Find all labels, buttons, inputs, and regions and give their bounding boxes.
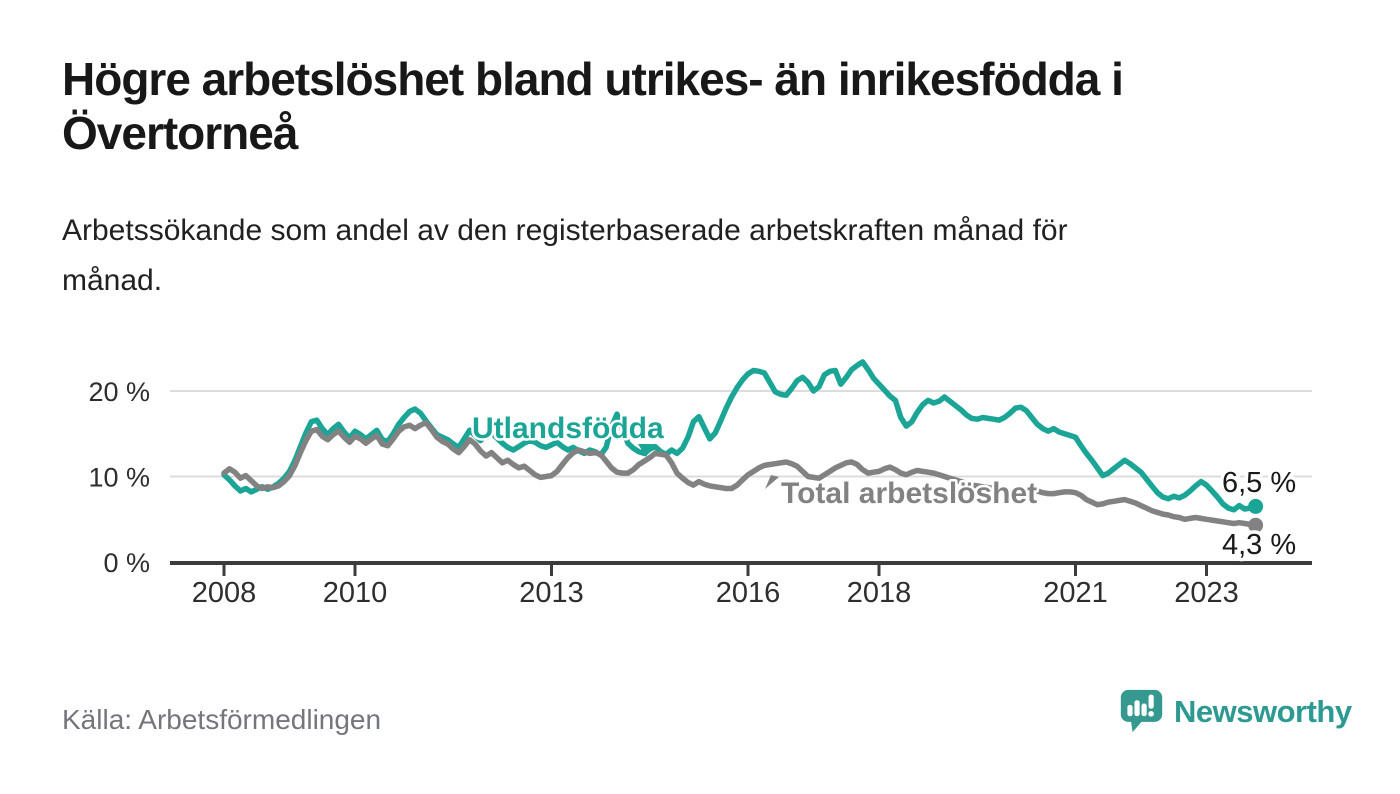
series-label-pointer-total-arbetsloshet	[765, 475, 779, 489]
series-line-total-arbetsloshet	[221, 419, 1259, 528]
x-tick-label-2013: 2013	[519, 577, 584, 609]
series-label-total-arbetsloshet: Total arbetslöshet	[781, 477, 1037, 510]
series-line-utlandsfodda	[221, 359, 1259, 513]
end-value-label-utlandsfodda: 6,5 %	[1222, 467, 1296, 499]
page-title: Högre arbetslöshet bland utrikes- än inr…	[62, 53, 1124, 159]
end-value-label-total-arbetsloshet: 4,3 %	[1222, 529, 1296, 561]
x-tick-label-2010: 2010	[323, 577, 388, 609]
series-label-pointer-utlandsfodda	[638, 444, 654, 457]
x-tick-label-2016: 2016	[716, 577, 781, 609]
y-tick-label-20: 20 %	[88, 377, 150, 407]
y-tick-label-10: 10 %	[88, 463, 150, 493]
series-label-utlandsfodda: Utlandsfödda	[472, 412, 664, 445]
x-tick-label-2021: 2021	[1043, 577, 1108, 609]
page-subtitle: Arbetssökande som andel av den registerb…	[62, 214, 1068, 297]
x-tick-label-2018: 2018	[847, 577, 912, 609]
x-tick-label-2008: 2008	[192, 577, 257, 609]
newsworthy-logo-text: Newsworthy	[1174, 693, 1352, 729]
series-end-dot-utlandsfodda	[1248, 498, 1264, 514]
source-note: Källa: Arbetsförmedlingen	[62, 704, 382, 735]
x-tick-label-2023: 2023	[1174, 577, 1239, 609]
series-end-dot-total-arbetsloshet	[1248, 517, 1264, 533]
y-tick-label-0: 0 %	[103, 548, 150, 578]
newsworthy-logo-icon	[1120, 689, 1163, 733]
newsworthy-logo: Newsworthy	[1118, 688, 1352, 735]
